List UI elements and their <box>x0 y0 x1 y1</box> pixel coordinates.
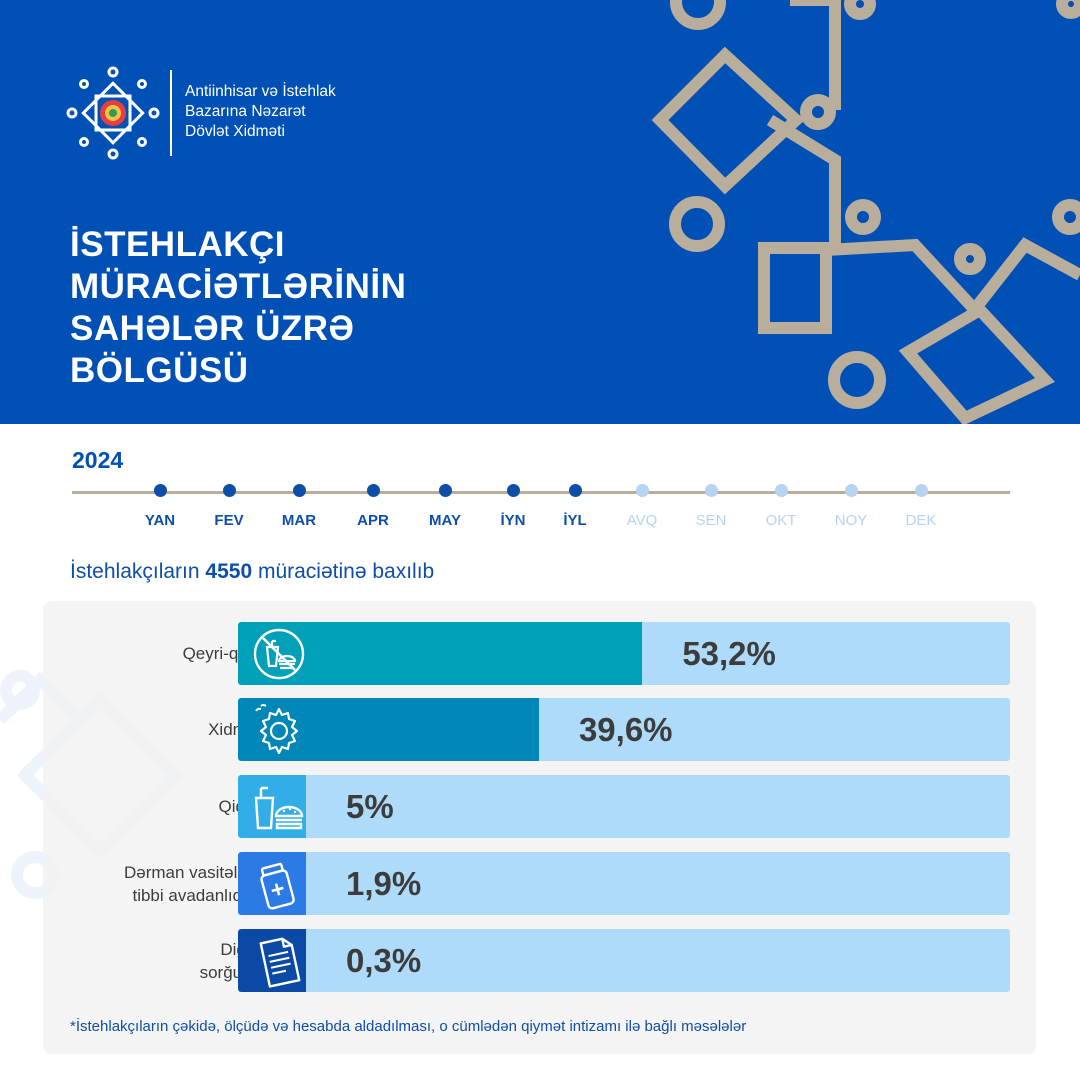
title-line-4: BÖLGÜSÜ <box>70 351 249 390</box>
bar-value-label: 39,6% <box>578 711 673 748</box>
timeline-month-3: MAR <box>259 484 339 529</box>
timeline-month-label: SEN <box>695 512 727 529</box>
footnote: *İstehlakçıların çəkidə, ölçüdə və hesab… <box>70 1018 747 1035</box>
timeline-month-label: MAR <box>281 512 317 529</box>
bar-fill <box>238 852 306 915</box>
organization-name-line-3: Dövlət Xidməti <box>185 123 285 140</box>
header-banner: Antiinhisar və İstehlak Bazarına Nəzarət… <box>0 0 1080 424</box>
decorative-pattern <box>651 0 1080 424</box>
timeline-month-12: DEK <box>881 484 961 529</box>
timeline-month-label: AVQ <box>626 512 658 529</box>
timeline-month-8: AVQ <box>602 484 682 529</box>
timeline-month-6: İYN <box>473 484 553 529</box>
timeline-dot <box>292 484 306 497</box>
bar-value-label: 5% <box>346 788 394 825</box>
bar-row-4: Dərman vasitələri, tibbi avadanlıqlar 1,9… <box>43 852 1036 915</box>
page-title: İSTEHLAKÇI MÜRACİƏTLƏRİNİN SAHƏLƏR ÜZRƏ … <box>70 224 406 392</box>
bar-track: 0,3% <box>238 929 1010 992</box>
food-icon <box>254 786 304 830</box>
timeline-dot <box>153 484 167 497</box>
title-line-3: SAHƏLƏR ÜZRƏ <box>70 309 355 348</box>
summary-suffix: müraciətinə baxılıb <box>252 560 435 583</box>
timeline-month-label: MAY <box>429 512 461 529</box>
medicine-icon <box>260 862 295 910</box>
bar-row-1: Qeyri-qida 53,2% <box>43 622 1036 685</box>
timeline-month-2: FEV <box>189 484 269 529</box>
title-line-2: MÜRACİƏTLƏRİNİN <box>70 267 407 306</box>
timeline-dot <box>914 484 928 497</box>
summary-text: İstehlakçıların 4550 müraciətinə baxılıb <box>70 560 434 584</box>
timeline-month-label: İYL <box>563 512 587 529</box>
bar-track: 5% <box>238 775 1010 838</box>
title-line-1: İSTEHLAKÇI <box>70 225 285 264</box>
timeline-dot <box>774 484 788 497</box>
timeline-dot <box>568 484 582 497</box>
timeline-dot <box>635 484 649 497</box>
bar-fill <box>238 698 539 761</box>
timeline-dot <box>222 484 236 497</box>
timeline-dot <box>844 484 858 497</box>
timeline-dot <box>366 484 380 497</box>
bar-value-label: 53,2% <box>682 635 776 672</box>
bar-track: 53,2% <box>238 622 1010 685</box>
timeline-month-label: NOY <box>834 512 868 529</box>
timeline-month-label: OKT <box>765 512 797 529</box>
organization-name-line-1: Antiinhisar və İstehlak <box>185 83 336 100</box>
timeline-month-1: YAN <box>120 484 200 529</box>
non-food-icon <box>253 628 305 680</box>
bar-row-3: Qida*5% <box>43 775 1036 838</box>
timeline-month-11: NOY <box>811 484 891 529</box>
bar-fill <box>238 775 306 838</box>
timeline-month-label: DEK <box>905 512 937 529</box>
logo-divider <box>170 70 172 156</box>
document-icon <box>259 937 301 988</box>
bar-value-label: 0,3% <box>346 942 422 979</box>
organization-name: Antiinhisar və İstehlak Bazarına Nəzarət… <box>185 82 336 142</box>
timeline-month-9: SEN <box>671 484 751 529</box>
service-gear-icon <box>255 704 299 755</box>
timeline-year: 2024 <box>72 447 124 473</box>
summary-prefix: İstehlakçıların <box>70 560 206 583</box>
summary-count: 4550 <box>205 560 253 583</box>
bar-fill <box>238 929 306 992</box>
bar-value-label: 1,9% <box>346 865 422 902</box>
timeline-month-label: İYN <box>500 512 526 529</box>
timeline-month-5: MAY <box>405 484 485 529</box>
organization-logo <box>66 66 160 160</box>
timeline-month-label: FEV <box>214 512 244 529</box>
timeline-dot <box>438 484 452 497</box>
bar-track: 39,6% <box>238 698 1010 761</box>
timeline-month-7: İYL <box>535 484 615 529</box>
timeline-dot <box>506 484 520 497</box>
bar-track: 1,9% <box>238 852 1010 915</box>
timeline-line <box>72 491 1010 494</box>
bar-fill <box>238 622 643 685</box>
bar-row-2: Xidmət 39,6% <box>43 698 1036 761</box>
organization-name-line-2: Bazarına Nəzarət <box>185 103 306 120</box>
timeline-month-label: APR <box>357 512 389 529</box>
timeline-month-label: YAN <box>144 512 176 529</box>
timeline-dot <box>704 484 718 497</box>
timeline-month-4: APR <box>333 484 413 529</box>
timeline-month-10: OKT <box>741 484 821 529</box>
